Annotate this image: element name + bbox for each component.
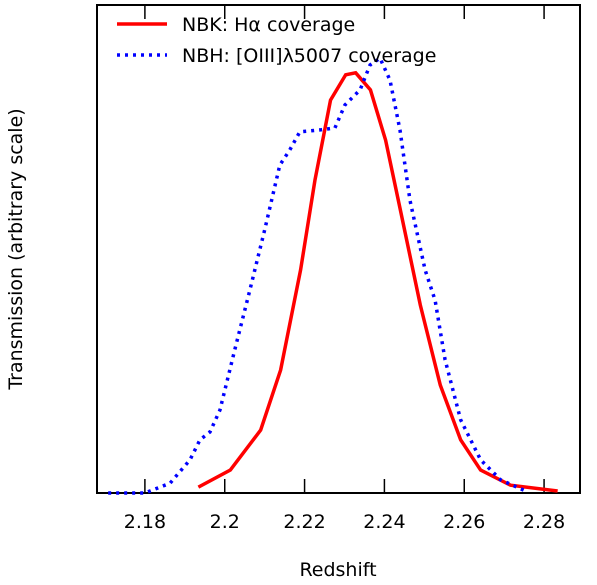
x-tick-label: 2.18 — [124, 511, 166, 533]
series-line — [108, 55, 527, 495]
legend-label: NBH: [OIII]λ5007 coverage — [182, 45, 436, 67]
x-tick-label: 2.26 — [443, 511, 485, 533]
series-line — [197, 70, 558, 493]
x-tick-label: 2.22 — [283, 511, 325, 533]
legend-label: NBK: Hα coverage — [182, 14, 355, 36]
y-axis-label: Transmission (arbitrary scale) — [5, 108, 27, 390]
x-axis-label: Redshift — [299, 559, 376, 581]
x-tick-label: 2.2 — [210, 511, 240, 533]
x-tick-label: 2.24 — [363, 511, 405, 533]
x-tick-label: 2.28 — [523, 511, 565, 533]
plot-frame — [96, 4, 581, 494]
